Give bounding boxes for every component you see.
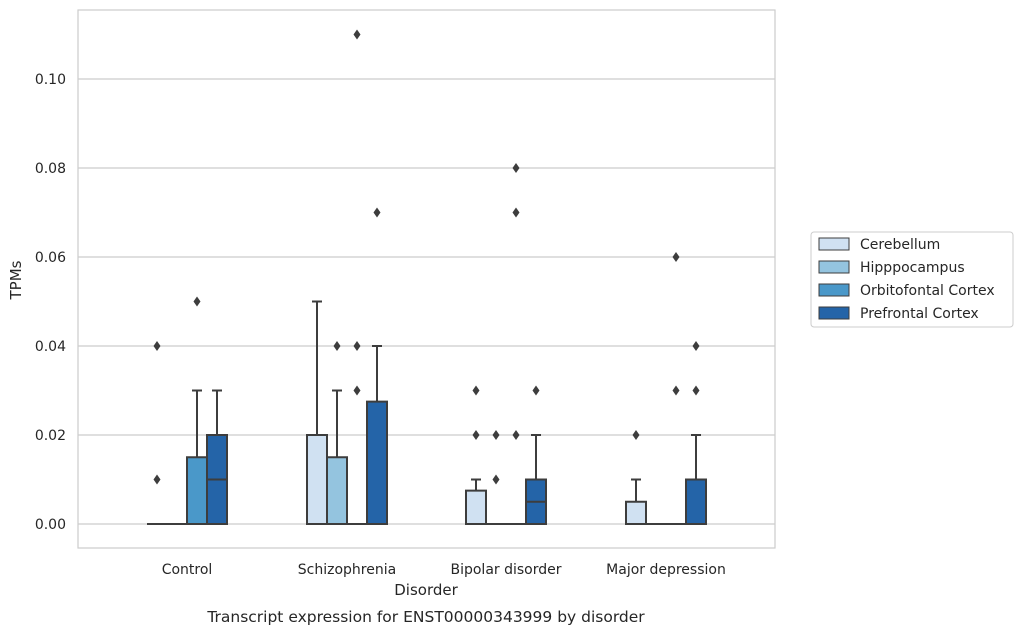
y-axis-title: TPMs (7, 260, 25, 300)
box-orbitofontal-cortex (186, 296, 208, 525)
box-body (306, 434, 328, 525)
box-hipppocampus (486, 430, 506, 525)
box-prefrontal-cortex (366, 207, 388, 525)
x-tick-labels: Control Schizophrenia Bipolar disorder Majo… (162, 562, 726, 578)
outlier-point (692, 385, 700, 396)
outlier-point (512, 207, 520, 218)
legend-label: Hipppocampus (860, 260, 965, 276)
legend-swatch (818, 260, 850, 274)
y-tick-label: 0.08 (35, 161, 66, 177)
box-body (685, 478, 707, 525)
box-body (366, 400, 388, 525)
outlier-point (692, 341, 700, 351)
y-tick-label: 0.06 (35, 250, 66, 266)
outlier-point (512, 430, 520, 440)
legend-swatch (818, 237, 850, 251)
outlier-point (373, 207, 381, 218)
legend-label: Prefrontal Cortex (860, 306, 979, 322)
box-body (186, 456, 208, 525)
outlier-point (472, 385, 480, 396)
box-body (625, 500, 647, 525)
outlier-point (153, 474, 161, 485)
box-groups (147, 29, 707, 525)
legend-swatch (818, 306, 850, 320)
y-tick-label: 0.04 (35, 339, 66, 355)
plot-area (77, 9, 776, 549)
y-tick-label: 0.00 (35, 517, 66, 533)
outlier-point (532, 385, 540, 396)
box-orbitofontal-cortex (666, 252, 686, 525)
y-tick-label: 0.02 (35, 428, 66, 444)
outlier-point (353, 385, 361, 396)
y-tick-label: 0.10 (35, 72, 66, 88)
box-cerebellum (465, 385, 487, 525)
legend: Cerebellum Hipppocampus Orbitofontal Corte… (810, 231, 1014, 328)
outlier-point (632, 430, 640, 440)
outlier-point (672, 385, 680, 396)
outlier-point (193, 296, 201, 307)
outlier-point (353, 29, 361, 40)
box-prefrontal-cortex (685, 341, 707, 525)
box-body (465, 489, 487, 525)
box-prefrontal-cortex (525, 385, 547, 525)
outlier-point (492, 430, 500, 440)
legend-label: Cerebellum (860, 237, 940, 253)
chart-caption: Transcript expression for ENST0000034399… (206, 608, 645, 626)
outlier-point (672, 252, 680, 262)
box-cerebellum (147, 341, 167, 525)
box-hipppocampus (326, 341, 348, 525)
x-tick-label: Major depression (606, 562, 726, 578)
outlier-point (153, 341, 161, 351)
x-tick-label: Schizophrenia (298, 562, 396, 578)
x-tick-label: Bipolar disorder (450, 562, 561, 578)
box-prefrontal-cortex (206, 389, 228, 525)
y-tick-labels: 0.00 0.02 0.04 0.06 0.08 0.10 (35, 72, 66, 533)
x-axis-title: Disorder (394, 581, 458, 599)
outlier-point (333, 341, 341, 351)
box-orbitofontal-cortex (347, 29, 367, 525)
box-orbitofontal-cortex (506, 163, 526, 525)
box-cerebellum (625, 430, 647, 525)
outlier-point (492, 474, 500, 485)
legend-label: Orbitofontal Cortex (860, 283, 995, 299)
outlier-point (472, 430, 480, 440)
outlier-point (353, 341, 361, 351)
legend-swatch (818, 283, 850, 297)
x-tick-label: Control (162, 562, 213, 578)
outlier-point (512, 163, 520, 173)
box-body (326, 456, 348, 525)
legend-frame (810, 231, 1014, 328)
